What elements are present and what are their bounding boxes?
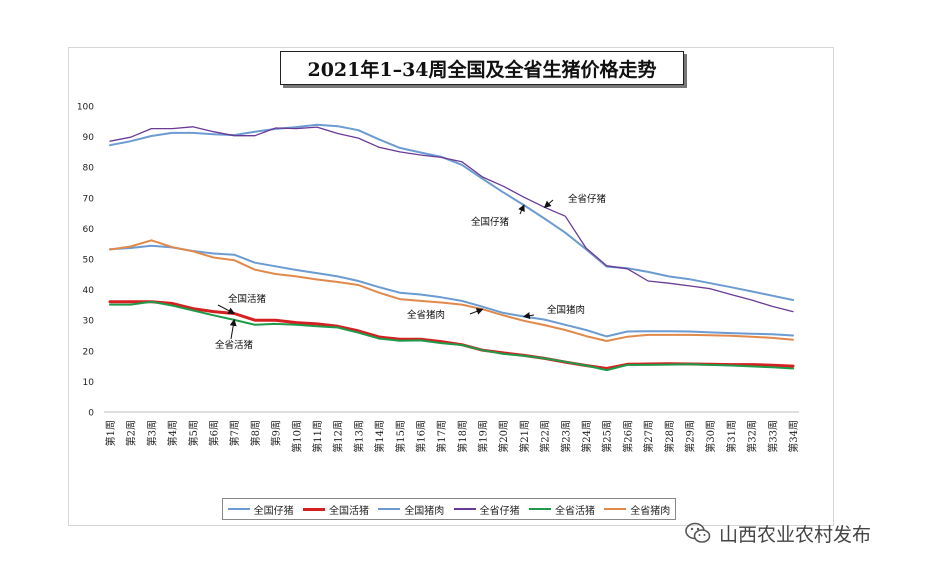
chart-title: 2021年1–34周全国及全省生猪价格走势 [280, 51, 684, 85]
series-line-6 [109, 239, 794, 342]
watermark: 山西农业农村发布 [683, 518, 871, 548]
legend-item: 全国猪肉 [378, 502, 444, 517]
x-tick-label: 第26周 [621, 420, 634, 453]
watermark-text: 山西农业农村发布 [719, 523, 872, 546]
x-tick-label: 第13周 [352, 420, 365, 453]
x-tick-label: 第17周 [435, 420, 448, 453]
x-tick-label: 第14周 [373, 420, 386, 453]
x-tick-label: 第18周 [456, 420, 469, 453]
x-tick-label: 第19周 [477, 420, 490, 453]
x-tick-label: 第25周 [601, 420, 614, 453]
x-tick-label: 第12周 [332, 420, 345, 453]
x-tick-label: 第5周 [187, 420, 200, 446]
annotation-arrow [522, 312, 535, 320]
legend-label: 全省活猪 [554, 505, 595, 517]
annotation-arrow [543, 199, 554, 208]
y-tick-label: 40 [83, 286, 95, 296]
series-line-5 [109, 300, 794, 372]
series-line-1 [109, 123, 794, 301]
legend-swatch [528, 508, 551, 510]
y-tick-label: 60 [83, 225, 95, 235]
annotation-arrow [229, 318, 237, 340]
x-tick-label: 第34周 [787, 420, 800, 453]
annotation-label: 全省仔猪 [568, 193, 607, 205]
x-tick-label: 第6周 [207, 420, 220, 446]
legend-item: 全国活猪 [302, 502, 369, 517]
legend-swatch [453, 508, 476, 510]
legend-swatch [378, 508, 401, 510]
legend-label: 全国猪肉 [404, 505, 445, 517]
y-tick-label: 30 [83, 317, 95, 327]
y-tick-label: 90 [83, 133, 95, 143]
x-tick-label: 第24周 [580, 420, 593, 453]
annotation-arrow [217, 304, 236, 314]
legend-label: 全国仔猪 [253, 505, 294, 517]
legend-item: 全省猪肉 [604, 502, 670, 517]
x-tick-label: 第1周 [104, 420, 117, 446]
y-tick-label: 20 [83, 347, 95, 357]
x-tick-label: 第8周 [249, 420, 262, 446]
x-tick-label: 第15周 [394, 420, 407, 453]
legend-item: 全省活猪 [528, 502, 595, 517]
wechat-icon [685, 522, 711, 543]
y-tick-label: 100 [77, 103, 94, 113]
x-tick-label: 第3周 [145, 420, 158, 446]
annotation-arrow [469, 308, 484, 315]
legend-item: 全国仔猪 [227, 502, 294, 517]
legend-swatch [227, 508, 250, 510]
x-tick-label: 第7周 [228, 420, 241, 446]
x-tick-label: 第21周 [518, 420, 531, 453]
x-tick-label: 第4周 [166, 420, 179, 446]
x-tick-label: 第20周 [497, 420, 510, 453]
x-tick-label: 第33周 [766, 420, 779, 453]
x-tick-label: 第9周 [270, 420, 283, 446]
x-tick-label: 第22周 [539, 420, 552, 453]
legend-label: 全省猪肉 [630, 505, 671, 517]
x-tick-label: 第29周 [684, 420, 697, 453]
x-tick-label: 第11周 [311, 420, 324, 453]
annotation-label: 全省猪肉 [407, 309, 445, 321]
y-tick-label: 80 [83, 164, 95, 174]
y-tick-label: 50 [83, 256, 95, 266]
annotation-label: 全国仔猪 [471, 216, 510, 228]
annotation-arrow [518, 204, 525, 215]
legend-swatch [302, 507, 325, 511]
x-tick-label: 第32周 [746, 420, 759, 453]
x-tick-label: 第16周 [414, 420, 427, 453]
x-tick-label: 第10周 [290, 420, 303, 453]
chart-legend: 全国仔猪 全国活猪 全国猪肉 全省仔猪 全省活猪 全省猪肉 [222, 498, 676, 520]
x-tick-label: 第2周 [125, 420, 138, 446]
series-line-3 [109, 244, 794, 338]
x-tick-label: 第23周 [559, 420, 572, 453]
legend-label: 全国活猪 [328, 505, 369, 517]
y-tick-label: 0 [88, 409, 94, 419]
annotation-label: 全国猪肉 [547, 304, 585, 316]
annotation-label: 全省活猪 [215, 339, 254, 351]
x-tick-label: 第31周 [725, 420, 738, 453]
legend-swatch [604, 508, 627, 510]
series-line-4 [109, 126, 794, 313]
legend-item: 全省仔猪 [453, 502, 520, 517]
y-tick-label: 70 [83, 194, 95, 204]
y-tick-label: 10 [83, 378, 95, 388]
legend-label: 全省仔猪 [479, 505, 520, 517]
annotation-label: 全国活猪 [228, 293, 267, 305]
x-tick-label: 第28周 [663, 420, 676, 453]
x-tick-label: 第30周 [704, 420, 717, 453]
x-tick-label: 第27周 [642, 420, 655, 453]
